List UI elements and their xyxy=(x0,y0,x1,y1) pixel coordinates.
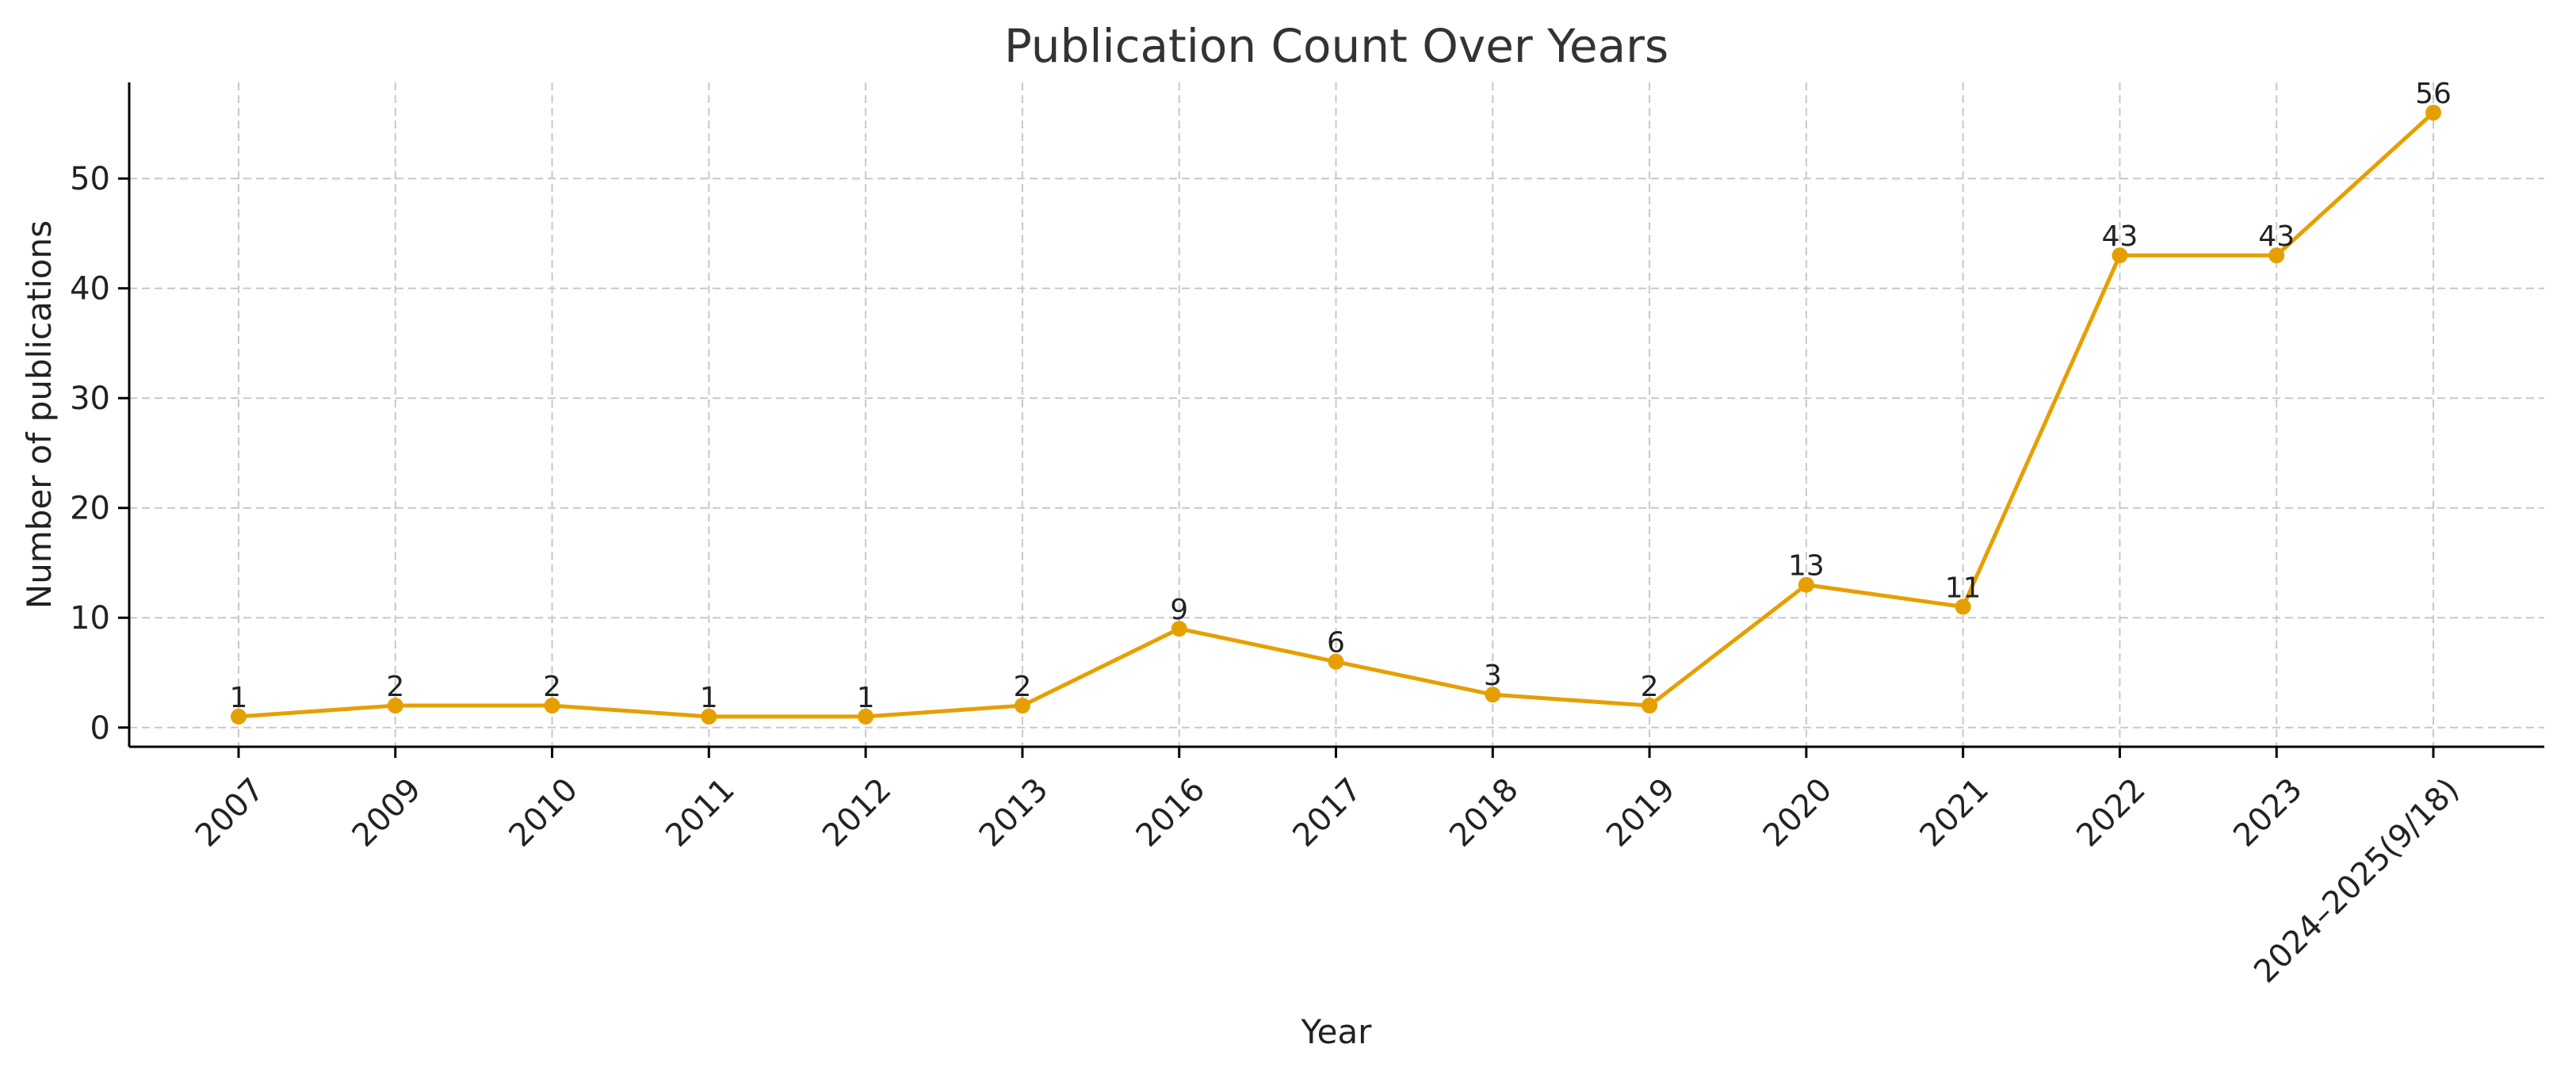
data-point xyxy=(231,708,247,725)
y-axis-label: Number of publications xyxy=(20,220,59,609)
grid xyxy=(129,82,2544,747)
data-label: 2 xyxy=(1641,671,1659,703)
data-label: 1 xyxy=(857,682,875,714)
data-label: 1 xyxy=(230,682,248,714)
data-label: 1 xyxy=(700,682,718,714)
data-label: 2 xyxy=(543,671,561,703)
data-point xyxy=(1485,687,1501,703)
data-point xyxy=(1955,599,1971,615)
x-tick-label: 2007 xyxy=(189,771,272,855)
x-tick-label: 2021 xyxy=(1913,771,1997,855)
data-label: 56 xyxy=(2415,78,2452,110)
data-point xyxy=(2425,105,2441,121)
chart-title: Publication Count Over Years xyxy=(1004,19,1668,73)
data-label: 2 xyxy=(1013,671,1031,703)
y-tick-label: 0 xyxy=(90,710,110,747)
data-label: 6 xyxy=(1327,627,1345,660)
x-tick-label: 2017 xyxy=(1286,771,1369,855)
series xyxy=(231,105,2441,725)
data-point xyxy=(1171,621,1187,637)
y-tick-label: 20 xyxy=(70,491,110,527)
data-point xyxy=(1014,698,1030,714)
data-point xyxy=(1798,576,1814,593)
x-axis-label: Year xyxy=(1301,1012,1373,1051)
data-point xyxy=(858,708,874,725)
data-point xyxy=(2268,247,2285,264)
data-label: 11 xyxy=(1945,572,1982,604)
data-label: 3 xyxy=(1484,660,1502,692)
x-tick-label: 2009 xyxy=(346,771,429,855)
x-tick-label: 2022 xyxy=(2070,771,2153,855)
data-point xyxy=(387,698,403,714)
x-tick-label: 2013 xyxy=(973,771,1056,855)
data-point xyxy=(544,698,560,714)
data-label: 43 xyxy=(2102,220,2138,253)
x-tick-label: 2010 xyxy=(502,771,585,855)
data-point xyxy=(701,708,717,725)
data-label: 9 xyxy=(1170,594,1188,626)
x-tick-label: 2019 xyxy=(1599,771,1683,855)
y-tick-label: 30 xyxy=(70,381,110,417)
x-tick-label: 2011 xyxy=(659,771,742,855)
x-tick-label: 2012 xyxy=(816,771,899,855)
data-point xyxy=(1642,698,1658,714)
x-tick-label: 2016 xyxy=(1129,771,1213,855)
data-point xyxy=(1328,653,1344,670)
x-tick-label: 2020 xyxy=(1756,771,1840,855)
x-tick-label: 2023 xyxy=(2226,771,2310,855)
x-tick-label: 2018 xyxy=(1443,771,1526,855)
data-point xyxy=(2112,247,2128,264)
y-tick-label: 50 xyxy=(70,161,110,197)
data-label: 2 xyxy=(386,671,404,703)
data-label: 13 xyxy=(1788,550,1825,583)
data-label: 43 xyxy=(2258,220,2295,253)
y-tick-label: 40 xyxy=(70,271,110,308)
y-tick-label: 10 xyxy=(70,600,110,637)
